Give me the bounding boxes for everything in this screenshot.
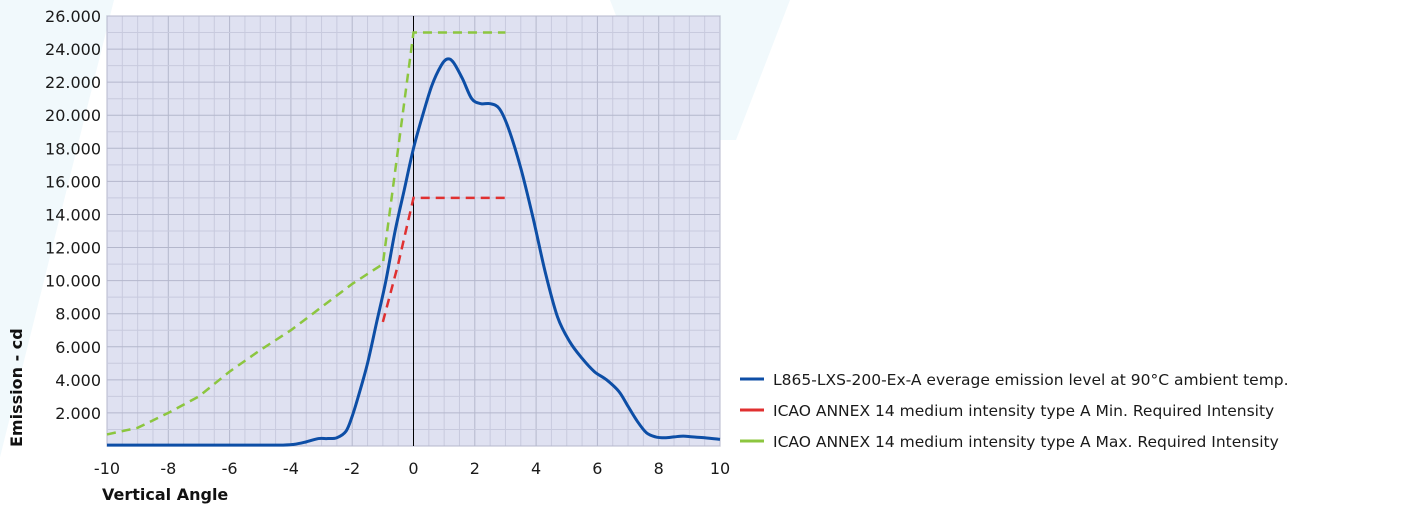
x-tick-label: -4 bbox=[283, 459, 299, 478]
y-tick-label: 6.000 bbox=[55, 338, 101, 357]
x-tick-label: 10 bbox=[710, 459, 730, 478]
x-tick-label: 0 bbox=[408, 459, 418, 478]
series-line-max-required bbox=[106, 31, 506, 436]
x-tick-label: -6 bbox=[222, 459, 238, 478]
y-tick-label: 24.000 bbox=[45, 40, 101, 59]
y-tick-label: 8.000 bbox=[55, 305, 101, 324]
x-tick-label: -2 bbox=[344, 459, 360, 478]
legend-item: ICAO ANNEX 14 medium intensity type A Ma… bbox=[740, 433, 1279, 451]
y-axis-title: Emission - cd bbox=[7, 328, 26, 447]
series-line-min-required bbox=[381, 196, 506, 323]
y-tick-label: 20.000 bbox=[45, 106, 101, 125]
y-tick-label: 18.000 bbox=[45, 139, 101, 158]
legend-label: ICAO ANNEX 14 medium intensity type A Mi… bbox=[773, 402, 1274, 420]
y-tick-label: 4.000 bbox=[55, 371, 101, 390]
y-tick-label: 2.000 bbox=[55, 404, 101, 423]
y-tick-label: 22.000 bbox=[45, 73, 101, 92]
x-tick-label: 6 bbox=[592, 459, 602, 478]
legend-label: ICAO ANNEX 14 medium intensity type A Ma… bbox=[773, 433, 1279, 451]
legend-label: L865-LXS-200-Ex-A everage emission level… bbox=[773, 371, 1289, 389]
y-tick-label: 16.000 bbox=[45, 172, 101, 191]
y-tick-label: 10.000 bbox=[45, 272, 101, 291]
y-tick-label: 26.000 bbox=[45, 7, 101, 26]
x-tick-label: 8 bbox=[654, 459, 664, 478]
legend-item: L865-LXS-200-Ex-A everage emission level… bbox=[740, 371, 1289, 389]
x-axis-title: Vertical Angle bbox=[102, 485, 228, 504]
x-tick-label: -10 bbox=[94, 459, 120, 478]
x-tick-label: 2 bbox=[470, 459, 480, 478]
y-tick-label: 12.000 bbox=[45, 239, 101, 258]
x-tick-label: 4 bbox=[531, 459, 541, 478]
x-tick-label: -8 bbox=[160, 459, 176, 478]
series-line-emission bbox=[106, 57, 721, 447]
legend-item: ICAO ANNEX 14 medium intensity type A Mi… bbox=[740, 402, 1274, 420]
y-tick-label: 14.000 bbox=[45, 205, 101, 224]
